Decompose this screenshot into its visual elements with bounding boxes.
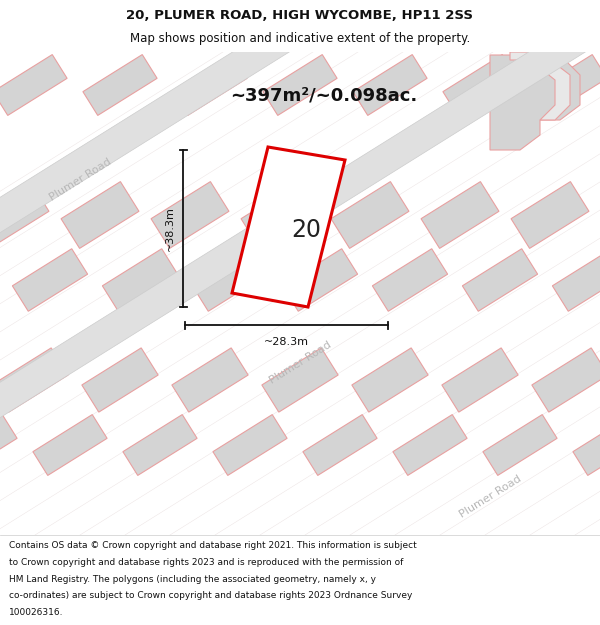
Text: Map shows position and indicative extent of the property.: Map shows position and indicative extent… bbox=[130, 32, 470, 45]
Polygon shape bbox=[352, 348, 428, 412]
Text: ~28.3m: ~28.3m bbox=[264, 337, 309, 347]
Polygon shape bbox=[483, 414, 557, 476]
Polygon shape bbox=[263, 54, 337, 116]
Text: 100026316.: 100026316. bbox=[9, 608, 64, 617]
Polygon shape bbox=[393, 414, 467, 476]
Polygon shape bbox=[463, 249, 538, 311]
Polygon shape bbox=[0, 414, 17, 476]
Polygon shape bbox=[553, 249, 600, 311]
Polygon shape bbox=[283, 249, 358, 311]
Polygon shape bbox=[61, 182, 139, 248]
Polygon shape bbox=[0, 0, 600, 352]
Text: HM Land Registry. The polygons (including the associated geometry, namely x, y: HM Land Registry. The polygons (includin… bbox=[9, 574, 376, 584]
Text: 20: 20 bbox=[291, 218, 321, 242]
Text: Contains OS data © Crown copyright and database right 2021. This information is : Contains OS data © Crown copyright and d… bbox=[9, 541, 417, 550]
Polygon shape bbox=[193, 249, 268, 311]
Polygon shape bbox=[442, 348, 518, 412]
Polygon shape bbox=[0, 0, 600, 538]
Polygon shape bbox=[172, 348, 248, 412]
Polygon shape bbox=[13, 249, 88, 311]
Polygon shape bbox=[83, 54, 157, 116]
Polygon shape bbox=[103, 249, 178, 311]
Text: co-ordinates) are subject to Crown copyright and database rights 2023 Ordnance S: co-ordinates) are subject to Crown copyr… bbox=[9, 591, 412, 600]
Polygon shape bbox=[421, 182, 499, 248]
Polygon shape bbox=[0, 182, 49, 248]
Polygon shape bbox=[151, 182, 229, 248]
Text: ~397m²/~0.098ac.: ~397m²/~0.098ac. bbox=[230, 87, 417, 105]
Polygon shape bbox=[0, 54, 67, 116]
Text: 20, PLUMER ROAD, HIGH WYCOMBE, HP11 2SS: 20, PLUMER ROAD, HIGH WYCOMBE, HP11 2SS bbox=[127, 9, 473, 22]
Polygon shape bbox=[0, 348, 68, 412]
Polygon shape bbox=[173, 54, 247, 116]
Text: Plumer Road: Plumer Road bbox=[267, 340, 333, 386]
Polygon shape bbox=[213, 414, 287, 476]
Polygon shape bbox=[373, 249, 448, 311]
Text: to Crown copyright and database rights 2023 and is reproduced with the permissio: to Crown copyright and database rights 2… bbox=[9, 558, 403, 567]
Polygon shape bbox=[353, 54, 427, 116]
Polygon shape bbox=[532, 348, 600, 412]
Polygon shape bbox=[262, 348, 338, 412]
Polygon shape bbox=[573, 414, 600, 476]
Polygon shape bbox=[490, 55, 580, 150]
Text: Plumer Road: Plumer Road bbox=[457, 474, 523, 520]
Polygon shape bbox=[123, 414, 197, 476]
Polygon shape bbox=[0, 0, 600, 158]
Polygon shape bbox=[443, 54, 517, 116]
Polygon shape bbox=[232, 147, 345, 307]
Text: ~38.3m: ~38.3m bbox=[165, 206, 175, 251]
Polygon shape bbox=[331, 182, 409, 248]
Text: Plumer Road: Plumer Road bbox=[47, 157, 113, 203]
Polygon shape bbox=[510, 52, 570, 120]
Polygon shape bbox=[82, 348, 158, 412]
Polygon shape bbox=[303, 414, 377, 476]
Polygon shape bbox=[241, 182, 319, 248]
Polygon shape bbox=[511, 182, 589, 248]
Polygon shape bbox=[533, 54, 600, 116]
Polygon shape bbox=[33, 414, 107, 476]
